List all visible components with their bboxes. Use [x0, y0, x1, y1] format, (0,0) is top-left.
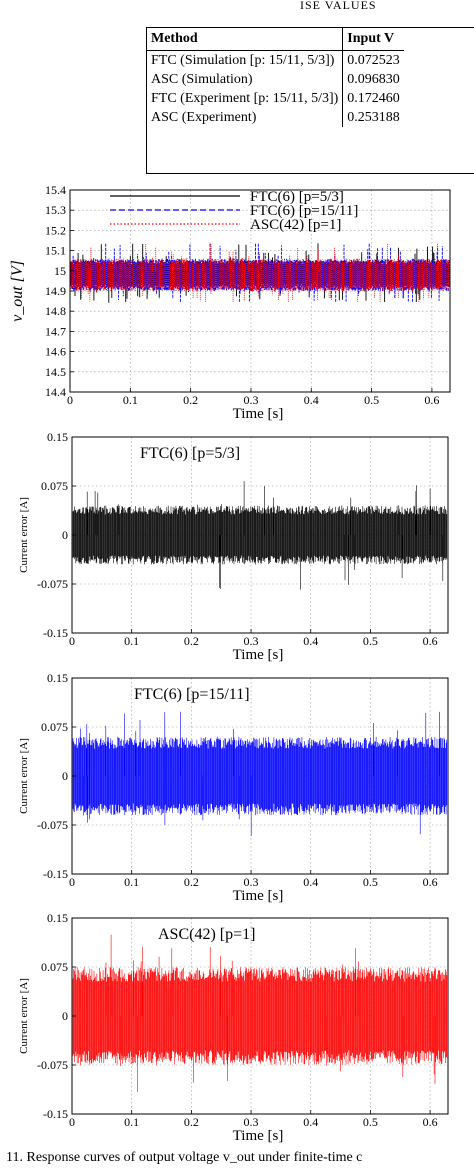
- x-tick-label: 0.3: [243, 393, 258, 407]
- panel-title: FTC(6) [p=15/11]: [134, 686, 250, 703]
- chart-panel-4: 0 0.1 0.2 0.3 0.4 0.5 0.6 0.15 0.075 0 -0.075 -0.15…: [18, 911, 449, 1144]
- x-tick-label: 0: [67, 393, 73, 407]
- x-tick-label: 0.1: [123, 393, 138, 407]
- y-axis-label: Current error [A]: [18, 497, 30, 573]
- y-tick-label: -0.15: [43, 1107, 68, 1121]
- table-header-input: Input V: [342, 28, 404, 51]
- chart-panel-1: 0 0.1 0.2 0.3 0.4 0.5 0.6 15.4 15.3 15.2 15.1 15 14.…: [9, 183, 451, 422]
- y-tick-label: 0: [62, 1009, 68, 1023]
- y-tick-label: 0.15: [47, 911, 68, 925]
- x-tick-label: 0.4: [303, 1115, 318, 1129]
- y-tick-label: 0.075: [41, 479, 68, 493]
- panel-title: ASC(42) [p=1]: [158, 926, 255, 943]
- y-tick-label: 15.4: [45, 183, 66, 197]
- y-tick-label: 14.5: [45, 365, 66, 379]
- x-tick-label: 0.3: [244, 1115, 259, 1129]
- x-tick-label: 0.4: [303, 634, 318, 648]
- legend: FTC(6) [p=5/3]FTC(6) [p=15/11]ASC(42) [p…: [110, 189, 358, 233]
- x-tick-label: 0.4: [304, 393, 319, 407]
- x-tick-label: 0.1: [124, 875, 139, 889]
- y-tick-label: 0.15: [47, 430, 68, 444]
- y-axis-label: Current error [A]: [18, 978, 30, 1054]
- x-tick-label: 0: [69, 1115, 75, 1129]
- chart-panel-3: 0 0.1 0.2 0.3 0.4 0.5 0.6 0.15 0.075 0 -0.075 -0.15…: [18, 671, 449, 904]
- y-tick-label: 0.075: [41, 720, 68, 734]
- y-tick-label: 14.6: [45, 345, 66, 359]
- x-tick-label: 0.5: [363, 634, 378, 648]
- x-tick-label: 0.5: [363, 1115, 378, 1129]
- table-cell: ASC (Experiment): [151, 109, 257, 125]
- table-cell: 0.096830: [342, 70, 404, 89]
- y-tick-label: 14.7: [45, 324, 66, 338]
- x-axis-label: Time [s]: [233, 647, 284, 663]
- x-tick-label: 0.1: [124, 1115, 139, 1129]
- table-row: ASC (Experiment) 0.253188: [147, 108, 404, 127]
- series-line: [72, 481, 448, 590]
- x-tick-label: 0.1: [124, 634, 139, 648]
- panel-title: FTC(6) [p=5/3]: [140, 445, 240, 462]
- x-tick-label: 0.6: [423, 634, 438, 648]
- legend-label: FTC(6) [p=5/3]: [250, 189, 344, 205]
- x-tick-label: 0.2: [184, 875, 199, 889]
- y-tick-label: 14.8: [45, 304, 66, 318]
- y-tick-label: 15: [54, 264, 66, 278]
- y-tick-label: -0.15: [43, 867, 68, 881]
- x-tick-label: 0: [69, 634, 75, 648]
- y-tick-label: 0.15: [47, 671, 68, 685]
- table-row: ASC (Simulation) 0.096830: [147, 70, 404, 89]
- chart-panel-2: 0 0.1 0.2 0.3 0.4 0.5 0.6 0.15 0.075 0 -0.075 -0.15…: [18, 430, 449, 663]
- table-row: FTC (Experiment [p: 15/11, 5/3]) 0.17246…: [147, 89, 404, 108]
- series-line: [72, 934, 448, 1092]
- ise-table-frame: Method Input V FTC (Simulation [p: 15/11…: [146, 27, 474, 174]
- table-cell: FTC (Experiment [p: 15/11, 5/3]): [151, 90, 339, 106]
- table-header-method: Method: [147, 28, 343, 51]
- table-caption: ISE VALUES: [300, 0, 377, 12]
- x-tick-label: 0.4: [303, 875, 318, 889]
- x-tick-label: 0.6: [423, 875, 438, 889]
- x-tick-label: 0.3: [244, 875, 259, 889]
- x-tick-label: 0: [69, 875, 75, 889]
- ise-table: Method Input V FTC (Simulation [p: 15/11…: [147, 28, 404, 127]
- figure-caption: 11. Response curves of output voltage v_…: [6, 1150, 363, 1165]
- x-axis-label: Time [s]: [233, 888, 284, 904]
- x-axis-label: Time [s]: [233, 1128, 284, 1144]
- x-tick-label: 0.5: [364, 393, 379, 407]
- y-tick-label: 14.9: [45, 284, 66, 298]
- x-tick-label: 0.5: [363, 875, 378, 889]
- y-tick-label: 15.1: [45, 244, 66, 258]
- y-tick-label: -0.075: [37, 577, 68, 591]
- table-cell: FTC (Simulation [p: 15/11, 5/3]): [151, 52, 335, 68]
- table-cell: 0.072523: [342, 50, 404, 70]
- x-tick-label: 0.6: [423, 1115, 438, 1129]
- x-tick-label: 0.3: [244, 634, 259, 648]
- legend-label: FTC(6) [p=15/11]: [250, 203, 358, 219]
- y-axis-label: Current error [A]: [18, 738, 30, 814]
- y-tick-label: 0: [62, 528, 68, 542]
- table-cell: 0.172460: [342, 89, 404, 108]
- table-cell: 0.253188: [342, 108, 404, 127]
- y-tick-label: -0.075: [37, 1058, 68, 1072]
- series-line: [72, 711, 448, 836]
- x-tick-label: 0.2: [183, 393, 198, 407]
- y-tick-label: -0.15: [43, 626, 68, 640]
- x-tick-label: 0.2: [184, 1115, 199, 1129]
- table-header-row: Method Input V: [147, 28, 404, 51]
- legend-label: ASC(42) [p=1]: [250, 217, 341, 233]
- x-tick-label: 0.6: [424, 393, 439, 407]
- table-cell: ASC (Simulation): [151, 71, 253, 87]
- y-tick-label: 15.3: [45, 203, 66, 217]
- y-tick-label: -0.075: [37, 818, 68, 832]
- y-axis-label: v_out [V]: [9, 260, 26, 322]
- series-line: [70, 243, 450, 303]
- y-tick-label: 0.075: [41, 960, 68, 974]
- x-axis-label: Time [s]: [233, 406, 284, 422]
- y-tick-label: 0: [62, 769, 68, 783]
- x-tick-label: 0.2: [184, 634, 199, 648]
- table-row: FTC (Simulation [p: 15/11, 5/3]) 0.07252…: [147, 50, 404, 70]
- y-tick-label: 14.4: [45, 385, 66, 399]
- y-tick-label: 15.2: [45, 223, 66, 237]
